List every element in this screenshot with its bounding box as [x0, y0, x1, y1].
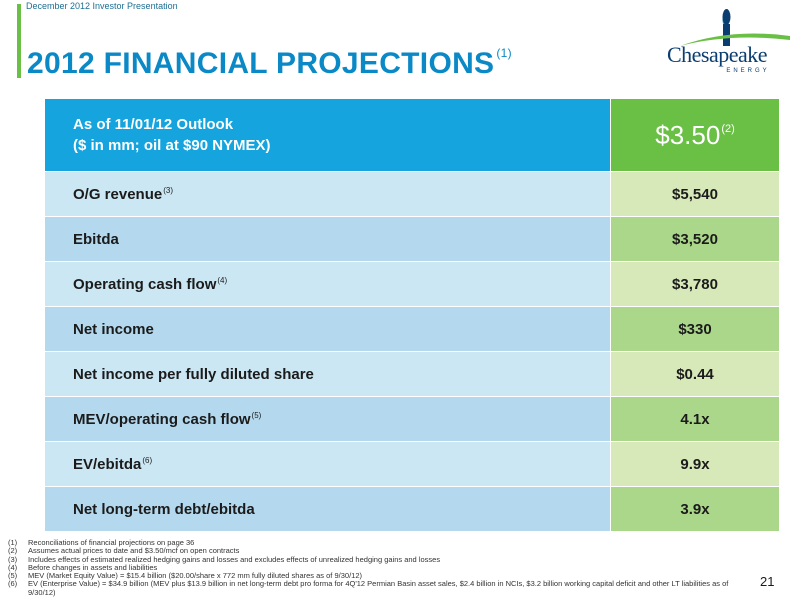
header-line-2: ($ in mm; oil at $90 NYMEX) — [73, 137, 271, 154]
projections-table: As of 11/01/12 Outlook ($ in mm; oil at … — [45, 99, 780, 532]
footnote: (6) EV (Enterprise Value) = $34.9 billion… — [8, 580, 743, 597]
footnote-number: (5) — [8, 571, 18, 581]
row-value: $3,780 — [610, 261, 780, 307]
table-row: EV/ebitda(6) 9.9x — [45, 441, 780, 487]
page-title: 2012 FINANCIAL PROJECTIONS (1) — [27, 46, 512, 81]
row-label: MEV/operating cash flow(5) — [45, 396, 611, 442]
table-row: Net long-term debt/ebitda 3.9x — [45, 486, 780, 532]
footnote: (2) Assumes actual prices to date and $3.… — [8, 546, 743, 556]
header-price-note: (2) — [721, 122, 735, 135]
footnote: (5) MEV (Market Equity Value) = $15.4 bil… — [8, 571, 743, 581]
row-label-text: Net long-term debt/ebitda — [73, 500, 255, 518]
header-line-1: As of 11/01/12 Outlook — [73, 116, 234, 133]
row-value: $3,520 — [610, 216, 780, 262]
footnote-text: MEV (Market Equity Value) = $15.4 billio… — [28, 571, 362, 581]
row-value: 4.1x — [610, 396, 780, 442]
page-title-text: 2012 FINANCIAL PROJECTIONS — [27, 47, 495, 80]
page-title-note: (1) — [496, 46, 512, 60]
table-row: Net income $330 — [45, 306, 780, 352]
flame-icon — [680, 9, 790, 46]
row-value: $0.44 — [610, 351, 780, 397]
table-row: Ebitda $3,520 — [45, 216, 780, 262]
row-note: (3) — [163, 185, 173, 195]
row-label: EV/ebitda(6) — [45, 441, 611, 487]
footnote-number: (2) — [8, 546, 18, 556]
header-price: $3.50 — [655, 119, 721, 150]
page-number: 21 — [760, 574, 775, 589]
row-note: (6) — [142, 455, 153, 465]
logo-wordmark: Chesapeake — [666, 42, 768, 67]
row-value: 9.9x — [610, 441, 780, 487]
footnote-number: (1) — [8, 538, 18, 547]
table-header-value: $3.50(2) — [610, 99, 780, 172]
table-row: Net income per fully diluted share $0.44 — [45, 351, 780, 397]
accent-bar — [17, 4, 21, 78]
table-header-label: As of 11/01/12 Outlook ($ in mm; oil at … — [45, 99, 611, 172]
row-value: $330 — [610, 306, 780, 352]
row-value: $5,540 — [610, 171, 780, 217]
footnote-number: (3) — [8, 554, 18, 564]
row-label-text: Ebitda — [73, 230, 119, 248]
table-row: Operating cash flow(4) $3,780 — [45, 261, 780, 307]
table-row: MEV/operating cash flow(5) 4.1x — [45, 396, 780, 442]
footnote: (4) Before changes in assets and liabilit… — [8, 562, 743, 572]
row-note: (4) — [217, 275, 228, 285]
footnote: (1) Reconciliations of financial projecti… — [8, 538, 743, 547]
footnotes: (1) Reconciliations of financial projecti… — [8, 538, 743, 597]
row-label: Net income per fully diluted share — [45, 351, 611, 397]
row-label-text: MEV/operating cash flow — [73, 410, 251, 428]
row-label: Operating cash flow(4) — [45, 261, 611, 307]
row-label-text: Net income — [73, 320, 154, 338]
row-label-text: Operating cash flow — [73, 275, 217, 293]
row-label: Net long-term debt/ebitda — [45, 486, 611, 532]
row-label-text: Net income per fully diluted share — [73, 365, 314, 383]
footnote-text: Reconciliations of financial projections… — [28, 538, 195, 547]
row-note: (5) — [251, 410, 262, 420]
row-label: Ebitda — [45, 216, 611, 262]
table-row: O/G revenue(3) $5,540 — [45, 171, 780, 217]
table-header-row: As of 11/01/12 Outlook ($ in mm; oil at … — [45, 99, 780, 172]
logo-subtext: ENERGY — [726, 68, 770, 74]
footnote-text: Before changes in assets and liabilities — [28, 562, 158, 572]
row-label: Net income — [45, 306, 611, 352]
footnote-text: Assumes actual prices to date and $3.50/… — [28, 546, 240, 556]
chesapeake-logo: Chesapeake ENERGY — [640, 6, 790, 78]
footnote-number: (6) — [8, 579, 18, 589]
footnote: (3) Includes effects of estimated realize… — [8, 554, 743, 564]
row-value: 3.9x — [610, 486, 780, 532]
footnote-text: Includes effects of estimated realized h… — [28, 554, 441, 564]
footnote-text: EV (Enterprise Value) = $34.9 billion (M… — [28, 579, 729, 597]
row-label-text: O/G revenue — [73, 185, 163, 203]
footnote-number: (4) — [8, 562, 18, 572]
presentation-label: December 2012 Investor Presentation — [26, 1, 178, 11]
row-label-text: EV/ebitda — [73, 455, 142, 473]
row-label: O/G revenue(3) — [45, 171, 611, 217]
